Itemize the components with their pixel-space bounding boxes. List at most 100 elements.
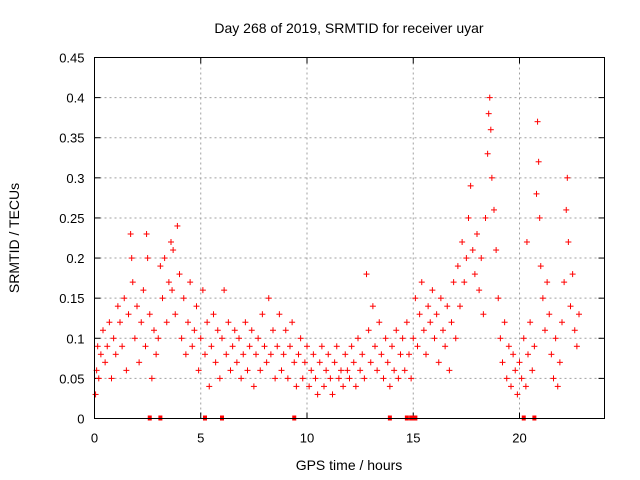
data-point <box>380 375 387 382</box>
data-point <box>176 271 183 278</box>
data-point <box>571 327 578 334</box>
axis-ticks: 0 0.05 0.1 0.15 0.2 0.25 0.3 0.35 0.4 0.45 0 5 10 15 2… <box>59 51 605 446</box>
y-tick-label: 0.2 <box>66 251 84 266</box>
data-point <box>246 343 253 350</box>
data-point <box>569 271 576 278</box>
data-point <box>128 255 135 262</box>
data-point <box>408 375 415 382</box>
data-point <box>170 247 177 254</box>
data-point <box>178 335 185 342</box>
data-point <box>142 343 149 350</box>
data-point <box>361 375 368 382</box>
data-point <box>95 375 102 382</box>
data-point <box>503 375 510 382</box>
data-point <box>420 327 427 334</box>
data-point <box>191 327 198 334</box>
data-point <box>348 343 355 350</box>
data-point <box>508 383 514 390</box>
data-point <box>537 263 544 270</box>
data-point <box>486 94 493 101</box>
data-point <box>478 255 485 262</box>
data-point <box>180 295 187 302</box>
data-point <box>378 351 385 358</box>
data-point <box>272 375 279 382</box>
data-point <box>542 327 548 334</box>
data-point <box>299 375 306 382</box>
data-point <box>199 287 206 294</box>
data-point <box>410 335 417 342</box>
data-point <box>488 174 495 181</box>
data-point <box>163 319 170 326</box>
data-point <box>143 230 150 237</box>
data-point <box>129 279 136 286</box>
y-tick-label: 0 <box>77 412 84 427</box>
data-point <box>493 247 500 254</box>
data-point <box>323 367 330 374</box>
data-point <box>301 359 308 366</box>
data-point <box>501 319 508 326</box>
data-point <box>97 351 104 358</box>
data-point <box>146 311 153 318</box>
data-point <box>308 367 315 374</box>
data-point <box>134 303 140 310</box>
data-point <box>465 214 472 221</box>
data-point <box>482 214 489 221</box>
data-point <box>140 287 147 294</box>
y-tick-label: 0.3 <box>66 171 84 186</box>
data-point <box>114 303 121 310</box>
data-point <box>187 279 194 286</box>
data-point <box>340 383 347 390</box>
data-point <box>94 343 101 350</box>
data-point <box>446 367 453 374</box>
data-point <box>539 295 546 302</box>
data-point <box>454 263 461 270</box>
data-point <box>480 311 487 318</box>
data-point <box>499 359 506 366</box>
data-point <box>425 303 432 310</box>
data-point <box>185 319 191 326</box>
data-point <box>367 359 374 366</box>
data-point <box>236 335 242 342</box>
data-point <box>487 126 494 133</box>
data-point <box>119 343 126 350</box>
data-point <box>346 375 353 382</box>
data-point <box>144 255 151 262</box>
data-point <box>238 375 245 382</box>
data-point <box>418 279 425 286</box>
data-point <box>278 367 285 374</box>
data-point <box>554 383 561 390</box>
data-point <box>136 359 143 366</box>
data-point <box>423 351 429 358</box>
data-point <box>548 351 555 358</box>
data-point <box>344 367 351 374</box>
data-point <box>223 351 230 358</box>
data-point <box>225 319 232 326</box>
data-point <box>244 367 251 374</box>
data-point <box>546 311 553 318</box>
data-point <box>552 335 559 342</box>
data-point <box>429 287 436 294</box>
data-point <box>208 343 215 350</box>
data-point <box>374 367 381 374</box>
data-point <box>452 335 459 342</box>
data-point <box>289 319 296 326</box>
data-point <box>448 319 455 326</box>
data-point <box>263 359 270 366</box>
data-point <box>159 295 166 302</box>
data-point <box>565 239 572 246</box>
data-point <box>240 351 247 358</box>
data-point <box>357 367 364 374</box>
data-point <box>431 335 438 342</box>
data-point <box>282 327 289 334</box>
data-point <box>108 375 115 382</box>
data-point <box>270 327 276 334</box>
data-point <box>369 303 376 310</box>
data-point <box>516 359 523 366</box>
y-axis-label: SRMTID / TECUs <box>6 183 22 293</box>
data-point <box>221 287 228 294</box>
data-point <box>386 383 393 390</box>
data-point <box>437 295 444 302</box>
data-point <box>505 343 512 350</box>
data-point <box>321 383 327 390</box>
data-point <box>525 351 531 358</box>
